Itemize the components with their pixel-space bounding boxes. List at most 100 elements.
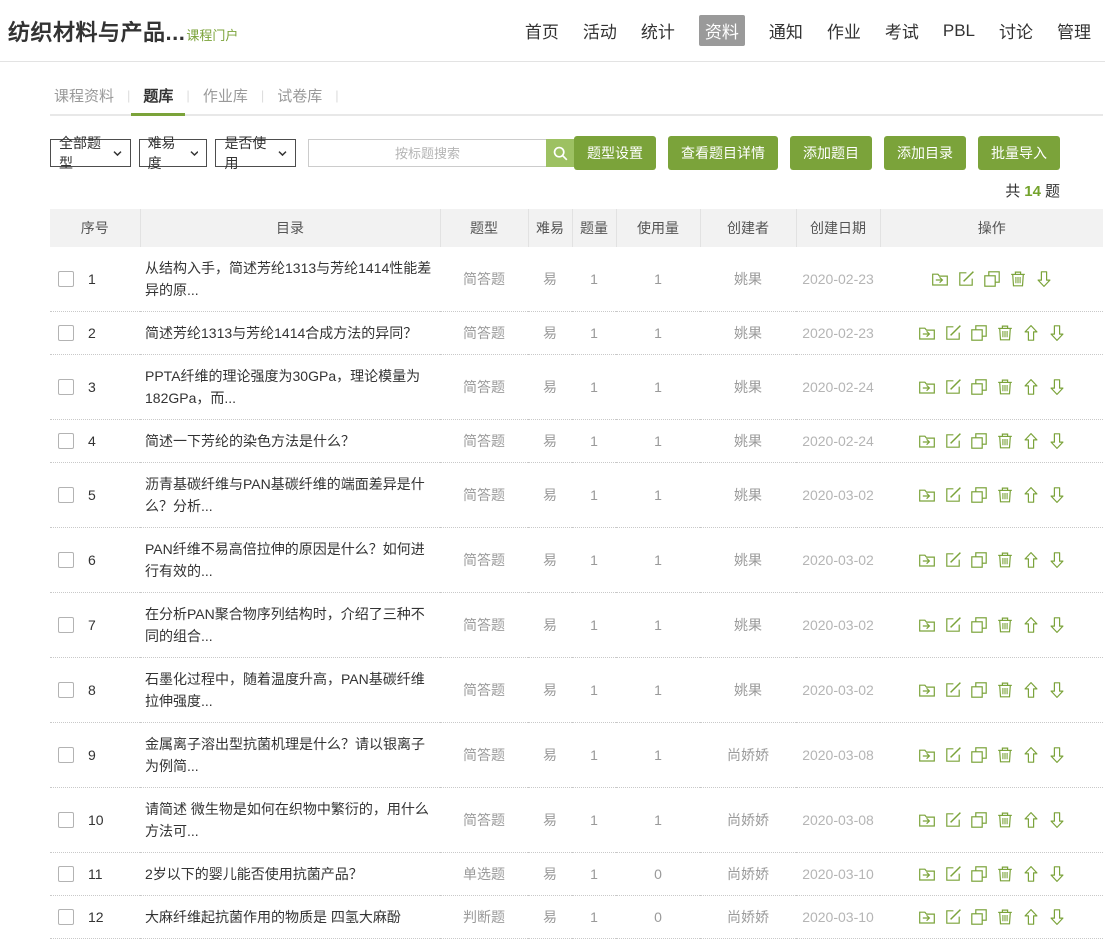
question-type-settings-button[interactable]: 题型设置: [574, 136, 656, 170]
edit-icon[interactable]: [957, 270, 975, 288]
row-checkbox[interactable]: [58, 325, 74, 341]
delete-icon[interactable]: [996, 551, 1014, 569]
row-checkbox[interactable]: [58, 271, 74, 287]
copy-icon[interactable]: [970, 908, 988, 926]
move-up-icon[interactable]: [1022, 616, 1040, 634]
copy-icon[interactable]: [970, 811, 988, 829]
move-to-folder-icon[interactable]: [918, 908, 936, 926]
edit-icon[interactable]: [944, 616, 962, 634]
copy-icon[interactable]: [970, 616, 988, 634]
move-down-icon[interactable]: [1048, 681, 1066, 699]
row-checkbox[interactable]: [58, 812, 74, 828]
nav-item-notice[interactable]: 通知: [768, 23, 803, 42]
copy-icon[interactable]: [970, 681, 988, 699]
delete-icon[interactable]: [996, 681, 1014, 699]
add-question-button[interactable]: 添加题目: [790, 136, 872, 170]
move-to-folder-icon[interactable]: [918, 551, 936, 569]
copy-icon[interactable]: [970, 746, 988, 764]
delete-icon[interactable]: [996, 746, 1014, 764]
edit-icon[interactable]: [944, 908, 962, 926]
move-up-icon[interactable]: [1022, 865, 1040, 883]
move-down-icon[interactable]: [1048, 908, 1066, 926]
move-down-icon[interactable]: [1035, 270, 1053, 288]
copy-icon[interactable]: [970, 432, 988, 450]
nav-item-stats[interactable]: 统计: [640, 23, 675, 42]
move-up-icon[interactable]: [1022, 486, 1040, 504]
title-search-input[interactable]: [308, 139, 546, 167]
move-to-folder-icon[interactable]: [918, 616, 936, 634]
move-to-folder-icon[interactable]: [918, 486, 936, 504]
move-down-icon[interactable]: [1048, 432, 1066, 450]
move-down-icon[interactable]: [1048, 811, 1066, 829]
nav-item-activity[interactable]: 活动: [582, 23, 617, 42]
nav-item-homework[interactable]: 作业: [826, 23, 861, 42]
edit-icon[interactable]: [944, 681, 962, 699]
move-down-icon[interactable]: [1048, 324, 1066, 342]
edit-icon[interactable]: [944, 551, 962, 569]
nav-item-pbl[interactable]: PBL: [942, 20, 975, 40]
move-down-icon[interactable]: [1048, 865, 1066, 883]
nav-item-home[interactable]: 首页: [524, 23, 559, 42]
move-up-icon[interactable]: [1022, 378, 1040, 396]
move-up-icon[interactable]: [1022, 746, 1040, 764]
move-up-icon[interactable]: [1022, 908, 1040, 926]
row-checkbox[interactable]: [58, 552, 74, 568]
row-checkbox[interactable]: [58, 617, 74, 633]
row-checkbox[interactable]: [58, 909, 74, 925]
move-to-folder-icon[interactable]: [918, 432, 936, 450]
edit-icon[interactable]: [944, 432, 962, 450]
move-down-icon[interactable]: [1048, 616, 1066, 634]
move-to-folder-icon[interactable]: [918, 378, 936, 396]
move-up-icon[interactable]: [1022, 551, 1040, 569]
move-to-folder-icon[interactable]: [918, 865, 936, 883]
row-checkbox[interactable]: [58, 866, 74, 882]
copy-icon[interactable]: [983, 270, 1001, 288]
nav-item-materials[interactable]: 资料: [698, 15, 745, 46]
delete-icon[interactable]: [996, 324, 1014, 342]
delete-icon[interactable]: [996, 432, 1014, 450]
move-up-icon[interactable]: [1022, 432, 1040, 450]
row-checkbox[interactable]: [58, 747, 74, 763]
edit-icon[interactable]: [944, 746, 962, 764]
move-to-folder-icon[interactable]: [918, 324, 936, 342]
copy-icon[interactable]: [970, 486, 988, 504]
move-down-icon[interactable]: [1048, 378, 1066, 396]
delete-icon[interactable]: [996, 908, 1014, 926]
move-down-icon[interactable]: [1048, 746, 1066, 764]
search-button[interactable]: [546, 139, 574, 167]
delete-icon[interactable]: [996, 865, 1014, 883]
view-question-details-button[interactable]: 查看题目详情: [668, 136, 778, 170]
edit-icon[interactable]: [944, 378, 962, 396]
delete-icon[interactable]: [996, 811, 1014, 829]
question-type-select[interactable]: 全部题型: [50, 135, 131, 171]
move-to-folder-icon[interactable]: [918, 681, 936, 699]
course-portal-link[interactable]: 课程门户: [186, 27, 239, 43]
move-up-icon[interactable]: [1022, 324, 1040, 342]
tab-question-bank[interactable]: 题库: [131, 76, 186, 116]
edit-icon[interactable]: [944, 486, 962, 504]
copy-icon[interactable]: [970, 551, 988, 569]
nav-item-manage[interactable]: 管理: [1057, 23, 1091, 42]
edit-icon[interactable]: [944, 865, 962, 883]
nav-item-discuss[interactable]: 讨论: [999, 23, 1033, 42]
move-up-icon[interactable]: [1022, 681, 1040, 699]
move-to-folder-icon[interactable]: [931, 270, 949, 288]
move-down-icon[interactable]: [1048, 551, 1066, 569]
copy-icon[interactable]: [970, 378, 988, 396]
delete-icon[interactable]: [996, 616, 1014, 634]
copy-icon[interactable]: [970, 324, 988, 342]
row-checkbox[interactable]: [58, 682, 74, 698]
delete-icon[interactable]: [996, 378, 1014, 396]
row-checkbox[interactable]: [58, 379, 74, 395]
move-down-icon[interactable]: [1048, 486, 1066, 504]
move-up-icon[interactable]: [1022, 811, 1040, 829]
add-directory-button[interactable]: 添加目录: [884, 136, 966, 170]
tab-homework-bank[interactable]: 作业库: [202, 87, 248, 105]
delete-icon[interactable]: [996, 486, 1014, 504]
edit-icon[interactable]: [944, 324, 962, 342]
batch-import-button[interactable]: 批量导入: [978, 136, 1060, 170]
row-checkbox[interactable]: [58, 487, 74, 503]
edit-icon[interactable]: [944, 811, 962, 829]
move-to-folder-icon[interactable]: [918, 811, 936, 829]
tab-course-materials[interactable]: 课程资料: [54, 87, 115, 105]
